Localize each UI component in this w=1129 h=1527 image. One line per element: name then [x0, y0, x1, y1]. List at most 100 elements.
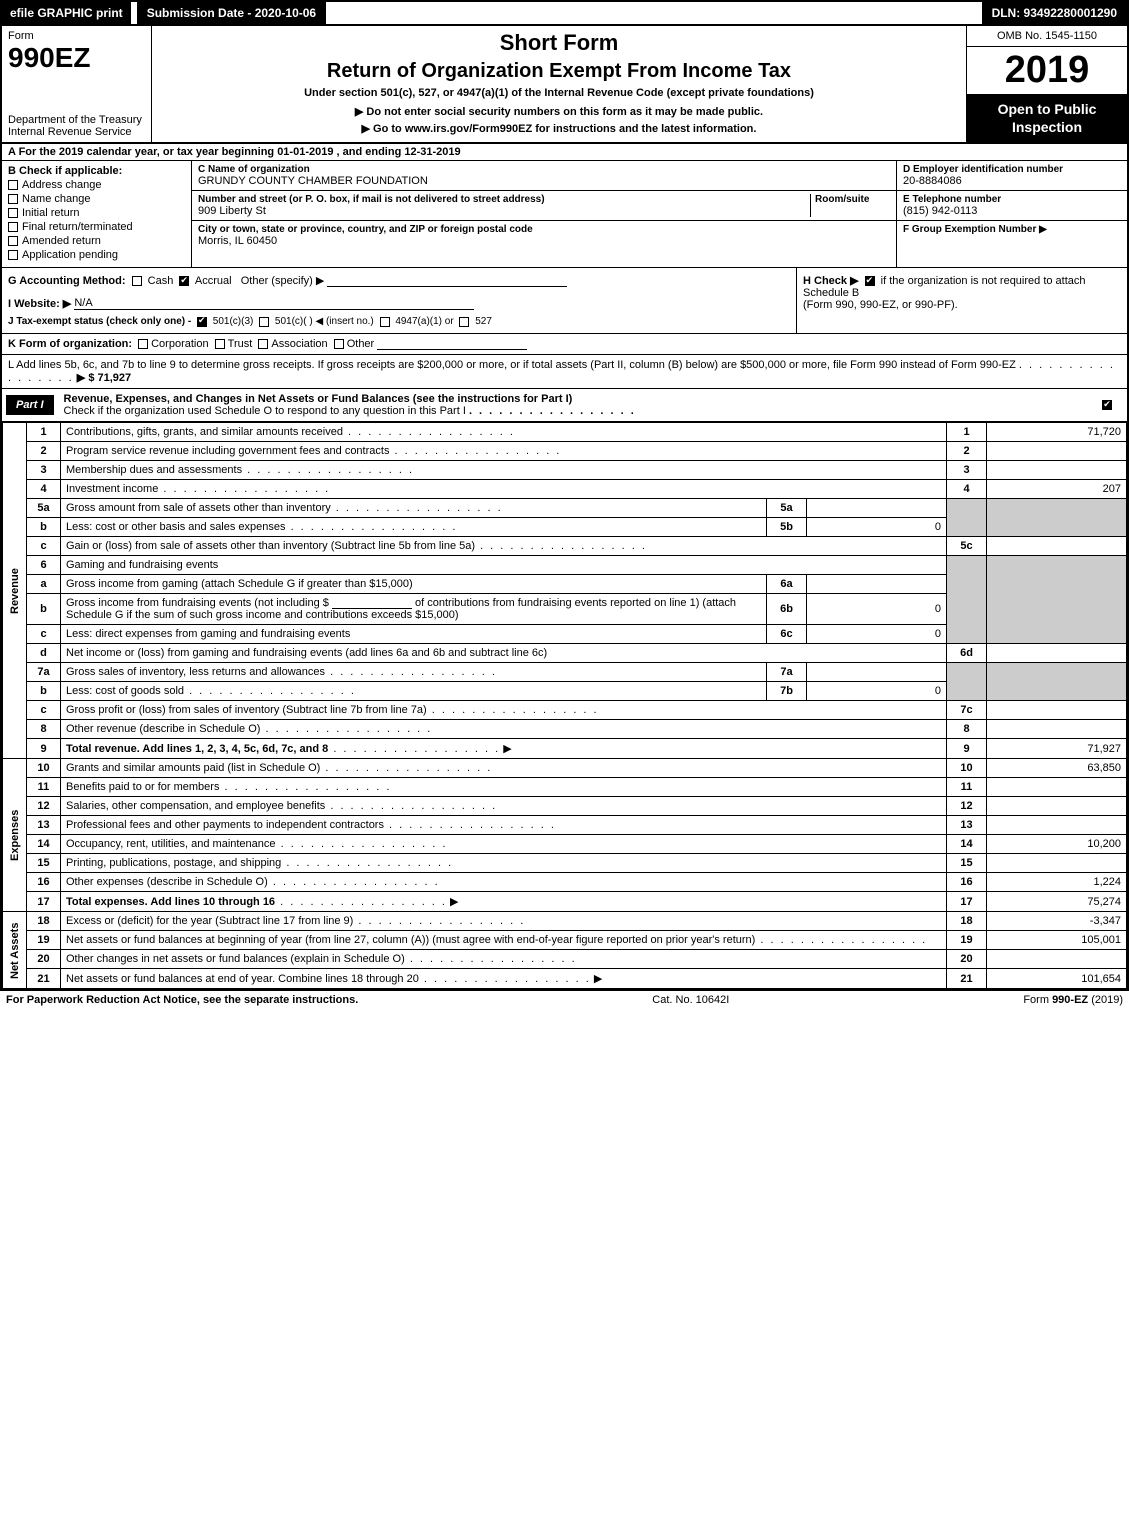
l9-val: 71,927	[987, 739, 1127, 759]
title-short-form: Short Form	[160, 30, 958, 56]
l11-num: 11	[27, 778, 61, 797]
ein-label: D Employer identification number	[903, 164, 1121, 175]
cb-address-change[interactable]: Address change	[8, 179, 185, 191]
form-header: Form 990EZ Department of the Treasury In…	[2, 26, 1127, 144]
l21-val: 101,654	[987, 969, 1127, 989]
l20-val	[987, 950, 1127, 969]
efile-print-link[interactable]: efile GRAPHIC print	[2, 2, 131, 24]
g-cash: Cash	[148, 275, 174, 287]
side-revenue: Revenue	[3, 423, 27, 759]
cb-501c3[interactable]	[197, 317, 207, 327]
l14-desc: Occupancy, rent, utilities, and maintena…	[61, 835, 947, 854]
tel-row: E Telephone number (815) 942-0113	[897, 191, 1127, 221]
l14-ln: 14	[947, 835, 987, 854]
l20-desc: Other changes in net assets or fund bala…	[61, 950, 947, 969]
l5c-num: c	[27, 537, 61, 556]
j-527: 527	[475, 316, 492, 327]
cb-other[interactable]	[334, 339, 344, 349]
title-return: Return of Organization Exempt From Incom…	[160, 60, 958, 83]
footer-left: For Paperwork Reduction Act Notice, see …	[6, 994, 358, 1006]
cb-amended-return[interactable]: Amended return	[8, 235, 185, 247]
cb-name-change[interactable]: Name change	[8, 193, 185, 205]
j-insert: ◀ (insert no.)	[315, 316, 373, 327]
omb-number: OMB No. 1545-1150	[967, 26, 1127, 47]
cb-accrual[interactable]	[179, 276, 189, 286]
l6-shade	[947, 556, 987, 644]
cb-trust[interactable]	[215, 339, 225, 349]
website-field[interactable]: N/A	[74, 297, 474, 310]
l11-desc: Benefits paid to or for members	[61, 778, 947, 797]
l2-val	[987, 442, 1127, 461]
l1-desc: Contributions, gifts, grants, and simila…	[61, 423, 947, 442]
l5ab-shade	[947, 499, 987, 537]
cb-corp[interactable]	[138, 339, 148, 349]
l10-ln: 10	[947, 759, 987, 778]
org-name-value: GRUNDY COUNTY CHAMBER FOUNDATION	[198, 175, 890, 187]
l5c-desc: Gain or (loss) from sale of assets other…	[61, 537, 947, 556]
group-row: F Group Exemption Number ▶	[897, 221, 1127, 238]
l7b-desc: Less: cost of goods sold	[61, 682, 767, 701]
j-label: J Tax-exempt status (check only one) -	[8, 316, 191, 327]
l5b-num: b	[27, 518, 61, 537]
section-h: H Check ▶ if the organization is not req…	[797, 268, 1127, 333]
l7b-subval: 0	[807, 682, 947, 701]
k-other-field[interactable]	[377, 349, 527, 350]
cb-527[interactable]	[459, 317, 469, 327]
cb-501c[interactable]	[259, 317, 269, 327]
l11-val	[987, 778, 1127, 797]
cb-4947[interactable]	[380, 317, 390, 327]
section-g: G Accounting Method: Cash Accrual Other …	[2, 268, 797, 333]
l14-val: 10,200	[987, 835, 1127, 854]
l17-num: 17	[27, 892, 61, 912]
submission-date: Submission Date - 2020-10-06	[137, 2, 326, 24]
j-501c: 501(c)( )	[275, 316, 313, 327]
l14-num: 14	[27, 835, 61, 854]
ein-value: 20-8884086	[903, 175, 1121, 187]
cb-application-pending[interactable]: Application pending	[8, 249, 185, 261]
l5a-num: 5a	[27, 499, 61, 518]
footer-center: Cat. No. 10642I	[652, 994, 729, 1006]
h-label: H Check ▶	[803, 275, 859, 287]
l19-ln: 19	[947, 931, 987, 950]
l1-num: 1	[27, 423, 61, 442]
l2-desc: Program service revenue including govern…	[61, 442, 947, 461]
footer-right: Form 990-EZ (2019)	[1023, 994, 1123, 1006]
l5c-val	[987, 537, 1127, 556]
l12-ln: 12	[947, 797, 987, 816]
i-label: I Website: ▶	[8, 298, 71, 310]
l10-desc: Grants and similar amounts paid (list in…	[61, 759, 947, 778]
l16-num: 16	[27, 873, 61, 892]
cb-h[interactable]	[865, 276, 875, 286]
l4-val: 207	[987, 480, 1127, 499]
cb-assoc[interactable]	[258, 339, 268, 349]
gh-row: G Accounting Method: Cash Accrual Other …	[2, 268, 1127, 334]
l17-desc: Total expenses. Add lines 10 through 16 …	[61, 892, 947, 912]
part1-checkbox[interactable]	[1087, 399, 1127, 411]
l3-desc: Membership dues and assessments	[61, 461, 947, 480]
l8-num: 8	[27, 720, 61, 739]
l8-desc: Other revenue (describe in Schedule O)	[61, 720, 947, 739]
street-row: Number and street (or P. O. box, if mail…	[192, 191, 896, 221]
l10-num: 10	[27, 759, 61, 778]
row-a-tax-year: A For the 2019 calendar year, or tax yea…	[2, 144, 1127, 161]
g-other-field[interactable]	[327, 286, 567, 287]
l3-val	[987, 461, 1127, 480]
l12-desc: Salaries, other compensation, and employ…	[61, 797, 947, 816]
l17-val: 75,274	[987, 892, 1127, 912]
l6c-sub: 6c	[767, 625, 807, 644]
l9-desc: Total revenue. Add lines 1, 2, 3, 4, 5c,…	[61, 739, 947, 759]
goto-link[interactable]: ▶ Go to www.irs.gov/Form990EZ for instru…	[160, 122, 958, 135]
l10-val: 63,850	[987, 759, 1127, 778]
l20-num: 20	[27, 950, 61, 969]
ein-row: D Employer identification number 20-8884…	[897, 161, 1127, 191]
l15-val	[987, 854, 1127, 873]
l21-ln: 21	[947, 969, 987, 989]
l6a-subval	[807, 575, 947, 594]
cb-final-return[interactable]: Final return/terminated	[8, 221, 185, 233]
l15-ln: 15	[947, 854, 987, 873]
cb-cash[interactable]	[132, 276, 142, 286]
l12-num: 12	[27, 797, 61, 816]
l13-val	[987, 816, 1127, 835]
cb-initial-return[interactable]: Initial return	[8, 207, 185, 219]
g-other: Other (specify) ▶	[241, 275, 325, 287]
